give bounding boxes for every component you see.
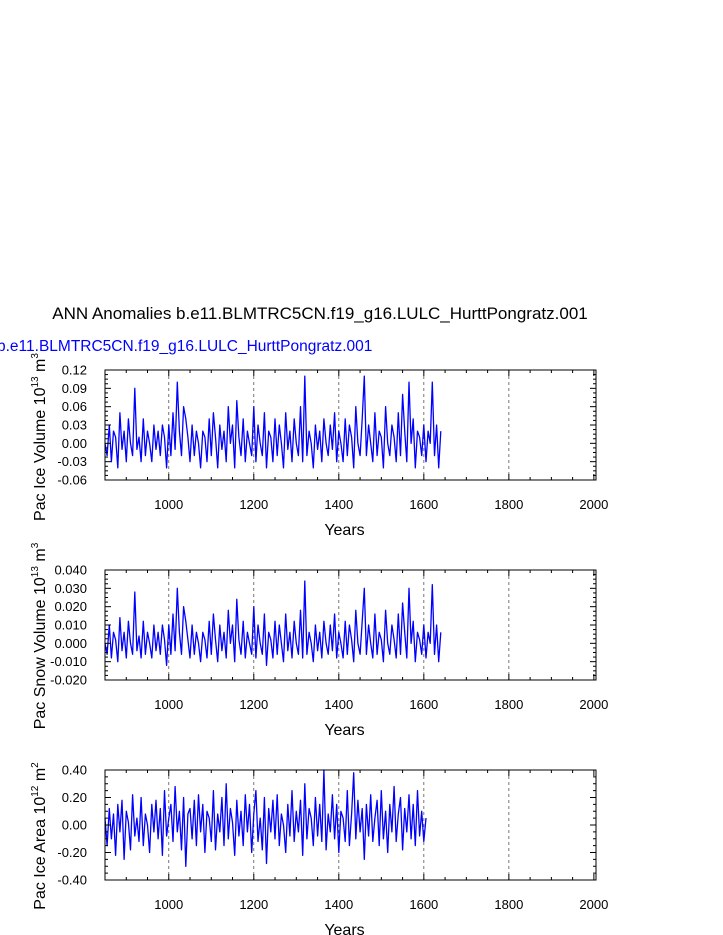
y-tick-label: 0.40 <box>62 763 87 778</box>
y-tick-label: 0.010 <box>54 618 87 633</box>
y-axis-label: Pac Ice Volume 1013 m3 <box>30 353 49 521</box>
y-tick-label: 0.030 <box>54 581 87 596</box>
y-tick-label: 0.00 <box>62 436 87 451</box>
x-tick-label: 2000 <box>579 697 608 712</box>
x-tick-label: 1800 <box>494 497 523 512</box>
x-axis-label: Years <box>324 522 364 539</box>
y-tick-label: -0.40 <box>57 873 87 888</box>
chart-subtitle: b.e11.BLMTRC5CN.f19_g16.LULC_HurttPongra… <box>0 338 373 355</box>
y-tick-label: 0.20 <box>62 790 87 805</box>
x-tick-label: 1200 <box>239 897 268 912</box>
x-tick-label: 1400 <box>324 497 353 512</box>
x-tick-label: 1000 <box>154 497 183 512</box>
y-tick-label: 0.03 <box>62 418 87 433</box>
y-tick-label: 0.040 <box>54 563 87 578</box>
y-tick-label: -0.010 <box>50 654 87 669</box>
x-tick-label: 1200 <box>239 497 268 512</box>
x-tick-label: 2000 <box>579 897 608 912</box>
series-line-1 <box>104 580 442 666</box>
y-tick-label: 0.020 <box>54 599 87 614</box>
panel-2: 1000 1200 1400 1600 1800 2000 Years -0.020 -0.01… <box>30 542 608 739</box>
x-tick-label: 1600 <box>409 497 438 512</box>
x-tick-label: 1800 <box>494 697 523 712</box>
x-tick-label: 1200 <box>239 697 268 712</box>
x-tick-label: 1000 <box>154 897 183 912</box>
y-tick-label: 0.09 <box>62 381 87 396</box>
x-tick-label: 1000 <box>154 697 183 712</box>
panel-3: 1000 1200 1400 1600 1800 2000 Years -0.40 -0.20 0… <box>30 762 608 935</box>
y-tick-label: 0.00 <box>62 818 87 833</box>
y-tick-label: -0.06 <box>57 473 87 488</box>
y-tick-label: 0.12 <box>62 363 87 378</box>
series-line-1 <box>104 375 442 469</box>
x-axis-label: Years <box>324 922 364 935</box>
x-tick-label: 1400 <box>324 897 353 912</box>
x-axis-label: Years <box>324 722 364 739</box>
x-tick-label: 1600 <box>409 697 438 712</box>
y-axis-label: Pac Ice Area 1012 m2 <box>30 762 49 910</box>
panel-1: 1000 1200 1400 1600 1800 2000 Years -0.06 -0.03 0… <box>30 353 608 539</box>
y-tick-label: 0.06 <box>62 399 87 414</box>
y-tick-label: 0.000 <box>54 636 87 651</box>
y-tick-label: -0.03 <box>57 454 87 469</box>
y-tick-label: -0.020 <box>50 673 87 688</box>
x-tick-label: 1400 <box>324 697 353 712</box>
x-tick-label: 2000 <box>579 497 608 512</box>
x-tick-label: 1600 <box>409 897 438 912</box>
x-tick-label: 1800 <box>494 897 523 912</box>
series-line-1 <box>104 769 427 867</box>
chart-title: ANN Anomalies b.e11.BLMTRC5CN.f19_g16.LU… <box>52 304 588 323</box>
y-tick-label: -0.20 <box>57 845 87 860</box>
y-axis-label: Pac Snow Volume 1013 m3 <box>30 542 49 729</box>
